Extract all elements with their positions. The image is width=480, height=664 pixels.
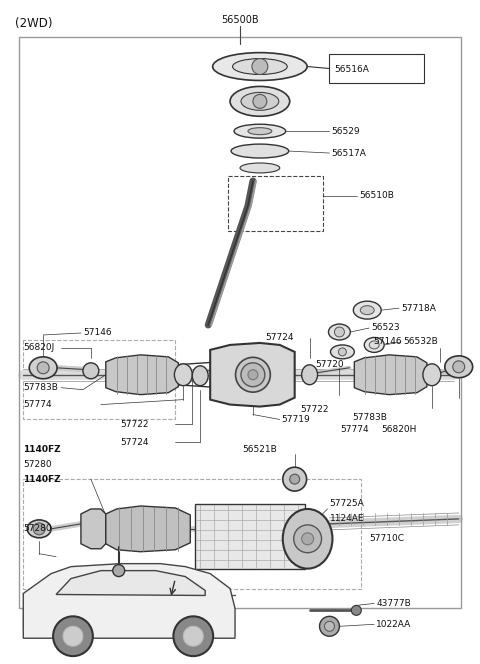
Ellipse shape (328, 324, 350, 340)
Ellipse shape (360, 305, 374, 315)
Text: 57724: 57724 (265, 333, 294, 343)
Circle shape (253, 94, 267, 108)
Circle shape (173, 616, 213, 656)
Circle shape (113, 564, 125, 576)
Bar (23, 479, 361, 588)
Text: 57774: 57774 (23, 400, 52, 409)
Ellipse shape (330, 345, 354, 359)
Circle shape (241, 363, 265, 386)
Bar (19, 37, 461, 608)
Text: 57718A: 57718A (401, 303, 436, 313)
Text: 57722: 57722 (300, 405, 329, 414)
Ellipse shape (174, 364, 192, 386)
Ellipse shape (27, 520, 51, 538)
Polygon shape (106, 506, 190, 552)
Circle shape (335, 327, 344, 337)
Text: 57280: 57280 (23, 525, 52, 533)
Circle shape (63, 626, 83, 646)
Circle shape (53, 616, 93, 656)
Ellipse shape (192, 366, 208, 386)
Text: 56517A: 56517A (332, 149, 366, 157)
Text: 56510B: 56510B (360, 191, 394, 201)
Circle shape (324, 622, 335, 631)
Text: 57719: 57719 (282, 415, 311, 424)
Text: 56820H: 56820H (382, 425, 417, 434)
Ellipse shape (248, 127, 272, 135)
Bar (228, 176, 323, 230)
Text: 56523: 56523 (371, 323, 400, 331)
Text: (2WD): (2WD) (15, 17, 53, 31)
Text: 57146: 57146 (83, 329, 111, 337)
Ellipse shape (83, 363, 99, 378)
Circle shape (294, 525, 322, 552)
Ellipse shape (353, 301, 381, 319)
Text: 56500B: 56500B (221, 15, 259, 25)
Polygon shape (23, 564, 235, 638)
Polygon shape (106, 355, 179, 394)
Ellipse shape (230, 86, 290, 116)
Text: 56529: 56529 (332, 127, 360, 135)
Text: 57724: 57724 (120, 438, 149, 447)
Circle shape (248, 370, 258, 380)
Ellipse shape (364, 337, 384, 353)
Text: 1022AA: 1022AA (376, 620, 411, 629)
Text: 57783B: 57783B (352, 413, 387, 422)
Text: 57146: 57146 (373, 337, 401, 347)
Text: 57783B: 57783B (23, 383, 58, 392)
Ellipse shape (236, 357, 270, 392)
Text: 56532B: 56532B (403, 337, 438, 347)
Text: 1140FZ: 1140FZ (23, 445, 61, 454)
Text: 43777B: 43777B (376, 599, 411, 608)
Ellipse shape (301, 365, 318, 384)
Ellipse shape (240, 163, 280, 173)
Circle shape (453, 361, 465, 373)
Ellipse shape (241, 92, 279, 110)
Bar (23, 608, 53, 628)
Polygon shape (81, 509, 106, 548)
Ellipse shape (232, 58, 287, 74)
Circle shape (301, 533, 313, 544)
Circle shape (338, 348, 347, 356)
Text: 57710C: 57710C (369, 535, 404, 543)
Text: 57774: 57774 (340, 425, 369, 434)
Circle shape (290, 474, 300, 484)
Circle shape (33, 523, 45, 535)
Ellipse shape (231, 144, 288, 158)
Text: 56516A: 56516A (335, 65, 369, 74)
Circle shape (183, 626, 203, 646)
Text: 56820J: 56820J (23, 343, 55, 353)
Circle shape (283, 467, 307, 491)
Circle shape (351, 606, 361, 616)
Circle shape (252, 58, 268, 74)
Polygon shape (354, 355, 427, 394)
Text: 56521B: 56521B (242, 445, 277, 454)
Ellipse shape (445, 356, 473, 378)
Ellipse shape (423, 364, 441, 386)
Bar (195, 504, 305, 568)
Text: 57720: 57720 (315, 361, 344, 369)
Text: 57725A: 57725A (329, 499, 364, 509)
Text: 1124AE: 1124AE (329, 515, 364, 523)
Circle shape (320, 616, 339, 636)
Circle shape (37, 362, 49, 374)
Polygon shape (56, 570, 205, 596)
Ellipse shape (213, 52, 307, 80)
Bar (329, 54, 424, 84)
Ellipse shape (234, 124, 286, 138)
Text: 57722: 57722 (120, 420, 149, 429)
Ellipse shape (29, 357, 57, 378)
Polygon shape (210, 343, 295, 406)
Ellipse shape (369, 341, 379, 349)
Ellipse shape (283, 509, 333, 568)
Text: 1140FZ: 1140FZ (23, 475, 61, 483)
Text: 57280: 57280 (23, 459, 52, 469)
